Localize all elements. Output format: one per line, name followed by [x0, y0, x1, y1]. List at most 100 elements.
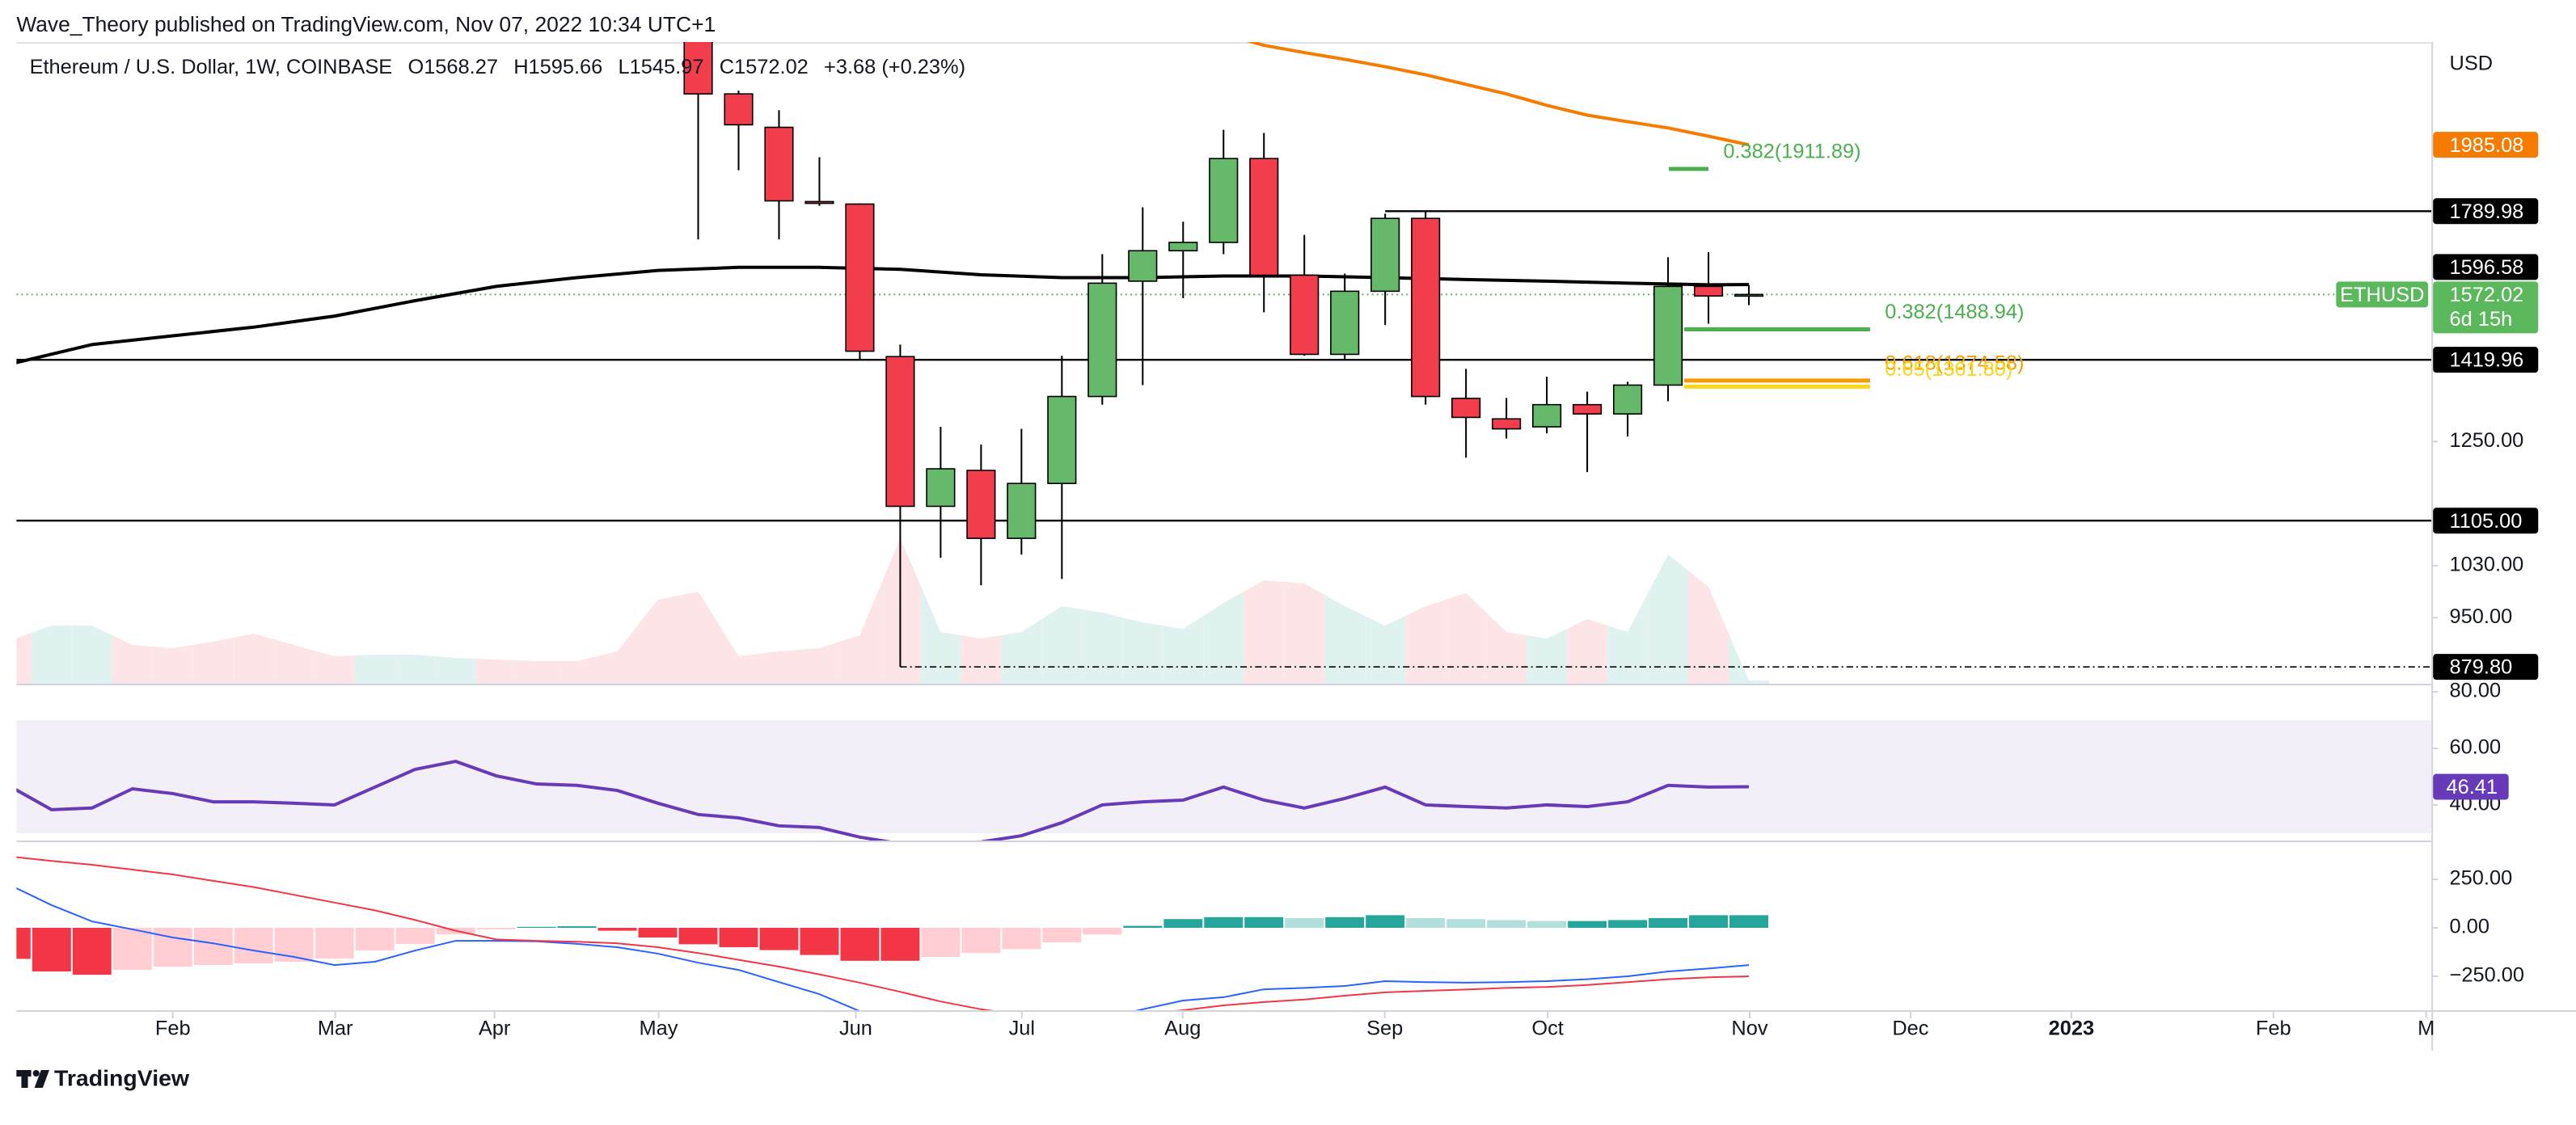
- volume-area: [31, 626, 72, 684]
- volume-area: [961, 635, 1002, 684]
- signal-line: [16, 856, 1750, 1010]
- volume-area: [839, 587, 880, 684]
- y-tick-label: 80.00: [2450, 680, 2502, 702]
- macd-histogram-bar: [1446, 919, 1486, 929]
- x-tick-label: Oct: [1531, 1018, 1563, 1040]
- volume-area: [395, 655, 436, 684]
- symbol-box: [2336, 281, 2429, 308]
- candle-body: [1693, 285, 1724, 297]
- macd-histogram-bar: [1608, 920, 1648, 929]
- candle-body: [1532, 403, 1562, 428]
- macd-histogram-bar: [678, 928, 718, 945]
- volume-area: [1688, 571, 1729, 684]
- rsi-line: [16, 760, 1750, 841]
- volume-area: [799, 642, 840, 684]
- price-label: 1419.96: [2450, 349, 2524, 372]
- x-tick-label: Mar: [318, 1018, 353, 1040]
- macd-histogram-bar: [1123, 925, 1163, 929]
- price-label: 1596.58: [2450, 256, 2524, 279]
- x-tick-label: Apr: [479, 1018, 511, 1040]
- x-tick-label: Feb: [155, 1018, 191, 1040]
- volume-area: [718, 624, 759, 684]
- rsi-pane: [16, 720, 2432, 841]
- volume-area: [1729, 634, 1770, 684]
- currency: USD: [2450, 53, 2494, 75]
- y-tick-label: 950.00: [2450, 605, 2513, 628]
- volume-area: [1203, 592, 1244, 684]
- change: +3.68 (+0.23%): [824, 56, 965, 78]
- macd-histogram-bar: [32, 928, 71, 972]
- volume-area: [597, 626, 638, 684]
- candle-body: [1653, 285, 1683, 386]
- brand-logo: [16, 1070, 49, 1088]
- y-tick-label: −250.00: [2450, 964, 2524, 987]
- legend-header: Ethereum / U.S. Dollar, 1W, COINBASE O15…: [30, 56, 965, 78]
- open: O1568.27: [408, 56, 498, 78]
- brand: TradingView: [54, 1065, 189, 1091]
- macd-histogram-bar: [840, 928, 880, 961]
- fib-label: 0.382(1488.94): [1885, 301, 2024, 323]
- candle-body: [1087, 282, 1117, 398]
- macd-histogram-bar: [1366, 915, 1405, 929]
- macd-histogram-bar: [476, 928, 516, 929]
- y-tick-label: 1030.00: [2450, 554, 2524, 576]
- macd-histogram-bar: [1163, 919, 1203, 929]
- macd-histogram-bar: [638, 928, 678, 938]
- volume-area: [1041, 606, 1083, 684]
- volume-area: [1244, 580, 1285, 684]
- fib-label: 0.618(1374.58): [1885, 352, 2024, 375]
- volume-area: [152, 645, 193, 684]
- price-label: 1105.00: [2450, 510, 2523, 533]
- price-label-box: [2433, 198, 2539, 225]
- volume-area: [678, 592, 719, 684]
- candle-body: [1411, 217, 1441, 398]
- price-label: 1985.08: [2450, 134, 2524, 157]
- volume-area: [1082, 609, 1123, 684]
- macd-pane: [16, 856, 1768, 1010]
- volume-area: [758, 650, 800, 684]
- macd-line: [16, 887, 1750, 1010]
- symbol-label: ETHUSD: [2340, 284, 2424, 306]
- x-tick-label: Sep: [1366, 1018, 1403, 1040]
- logo-part: [32, 1070, 40, 1077]
- fib-label: 0.382(1911.89): [1723, 141, 1860, 163]
- macd-histogram-bar: [719, 928, 758, 948]
- close: C1572.02: [720, 56, 809, 78]
- candle-body: [1128, 250, 1158, 282]
- volume-area: [192, 638, 234, 684]
- macd-histogram-bar: [1083, 928, 1122, 935]
- moving-average: [1246, 42, 1750, 147]
- volume-area: [1163, 616, 1204, 684]
- y-tick-label: 1250.00: [2450, 429, 2524, 452]
- volume-area: [1324, 595, 1366, 684]
- candle-body: [885, 356, 915, 508]
- macd-histogram-bar: [1285, 918, 1324, 929]
- volume-area: [1284, 582, 1325, 684]
- fib-label: 0.65(1361.80): [1885, 358, 2012, 381]
- logo-part: [34, 1070, 49, 1088]
- y-tick-label: 0.00: [2450, 916, 2489, 938]
- volume-area: [1567, 619, 1608, 684]
- candle-body: [1492, 418, 1522, 430]
- macd-histogram-bar: [557, 926, 597, 929]
- macd-histogram-bar: [234, 928, 273, 963]
- volume-area: [1405, 600, 1446, 684]
- volume-area: [314, 651, 355, 684]
- price-label-box: [2433, 508, 2539, 534]
- volume-area: [1365, 616, 1406, 684]
- frame: [16, 42, 2576, 1051]
- countdown: 6d 15h: [2450, 308, 2513, 331]
- macd-histogram-bar: [395, 928, 435, 944]
- macd-histogram-bar: [759, 928, 799, 950]
- macd-histogram-bar: [1568, 921, 1607, 929]
- candle-body: [845, 203, 875, 352]
- volume-area: [71, 626, 112, 684]
- x-tick-label: Jun: [839, 1018, 872, 1040]
- price-label: 1789.98: [2450, 200, 2524, 223]
- price-label: 879.80: [2450, 656, 2513, 679]
- candle-body: [764, 126, 794, 202]
- candle-body: [1007, 482, 1037, 539]
- candle-body: [926, 468, 956, 508]
